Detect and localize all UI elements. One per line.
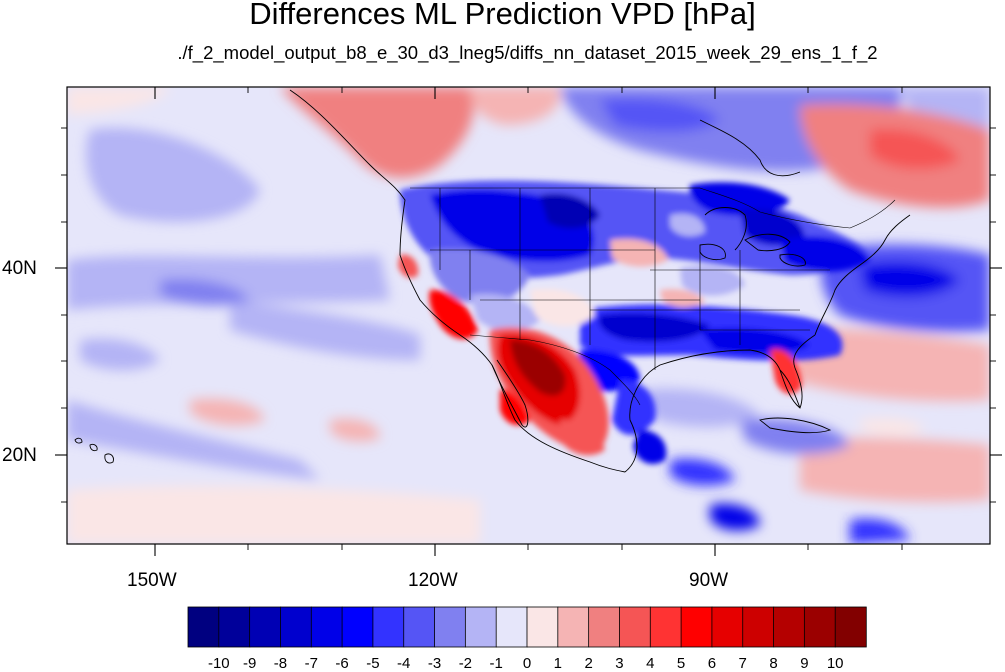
lon-label-90w: 90W xyxy=(689,570,729,591)
lon-label-150w: 150W xyxy=(127,570,177,591)
coastlines xyxy=(74,89,911,473)
colorbar-swatch xyxy=(464,606,497,648)
axis-ticks xyxy=(55,87,1002,556)
colorbar-swatch xyxy=(557,606,590,648)
colorbar-tick-label: -5 xyxy=(366,655,380,672)
colorbar-tick-label: -4 xyxy=(397,655,411,672)
colorbar-tick-label: -7 xyxy=(304,655,318,672)
colorbar-swatch xyxy=(187,606,220,648)
colorbar-tick-label: -1 xyxy=(489,655,503,672)
colorbar-tick-label: 3 xyxy=(615,655,624,672)
colorbar-swatch xyxy=(495,606,528,648)
colorbar-tick-label: -9 xyxy=(242,655,257,672)
colorbar-tick-label: -8 xyxy=(273,655,288,672)
colorbar-swatch xyxy=(403,606,436,648)
colorbar-swatch xyxy=(310,606,343,648)
political-borders xyxy=(410,187,896,406)
colorbar-swatch xyxy=(218,606,251,648)
colorbar-swatch xyxy=(649,606,682,648)
colorbar-swatch xyxy=(588,606,621,648)
colorbar-swatch xyxy=(834,606,867,648)
colorbar-tick-label: 6 xyxy=(707,655,717,672)
lat-label-20n: 20N xyxy=(2,445,37,466)
colorbar-swatch xyxy=(372,606,405,648)
colorbar-swatch xyxy=(742,606,775,648)
colorbar-swatch xyxy=(773,606,806,648)
lon-label-120w: 120W xyxy=(408,570,458,591)
colorbar-swatch xyxy=(711,606,744,648)
colorbar-swatch xyxy=(526,606,559,648)
vpd-difference-field xyxy=(67,87,990,544)
colorbar-tick-label: -10 xyxy=(207,655,230,672)
colorbar-tick-label: 9 xyxy=(800,655,809,672)
colorbar xyxy=(187,606,867,648)
colorbar-tick-label: 8 xyxy=(769,655,778,672)
colorbar-tick-label: 5 xyxy=(676,655,686,672)
map-title: Differences ML Prediction VPD [hPa] xyxy=(249,0,756,31)
colorbar-tick-label: -3 xyxy=(427,655,442,672)
colorbar-swatch xyxy=(803,606,836,648)
colorbar-swatch xyxy=(249,606,282,648)
colorbar-tick-label: 10 xyxy=(826,655,844,672)
colorbar-tick-label: -2 xyxy=(458,655,473,672)
map-subtitle: ./f_2_model_output_b8_e_30_d3_lneg5/diff… xyxy=(177,42,878,63)
colorbar-swatch xyxy=(434,606,467,648)
colorbar-swatch xyxy=(280,606,312,648)
colorbar-tick-label: -6 xyxy=(335,655,349,672)
colorbar-tick-label: 4 xyxy=(646,655,655,672)
colorbar-swatch xyxy=(341,606,374,648)
colorbar-tick-label: 2 xyxy=(584,655,593,672)
lat-label-40n: 40N xyxy=(2,258,37,279)
colorbar-tick-label: 0 xyxy=(522,655,532,672)
colorbar-swatch xyxy=(619,606,651,648)
map-frame xyxy=(66,86,991,545)
colorbar-tick-label: 7 xyxy=(738,655,747,672)
colorbar-tick-label: 1 xyxy=(553,655,562,672)
colorbar-swatch xyxy=(680,606,713,648)
